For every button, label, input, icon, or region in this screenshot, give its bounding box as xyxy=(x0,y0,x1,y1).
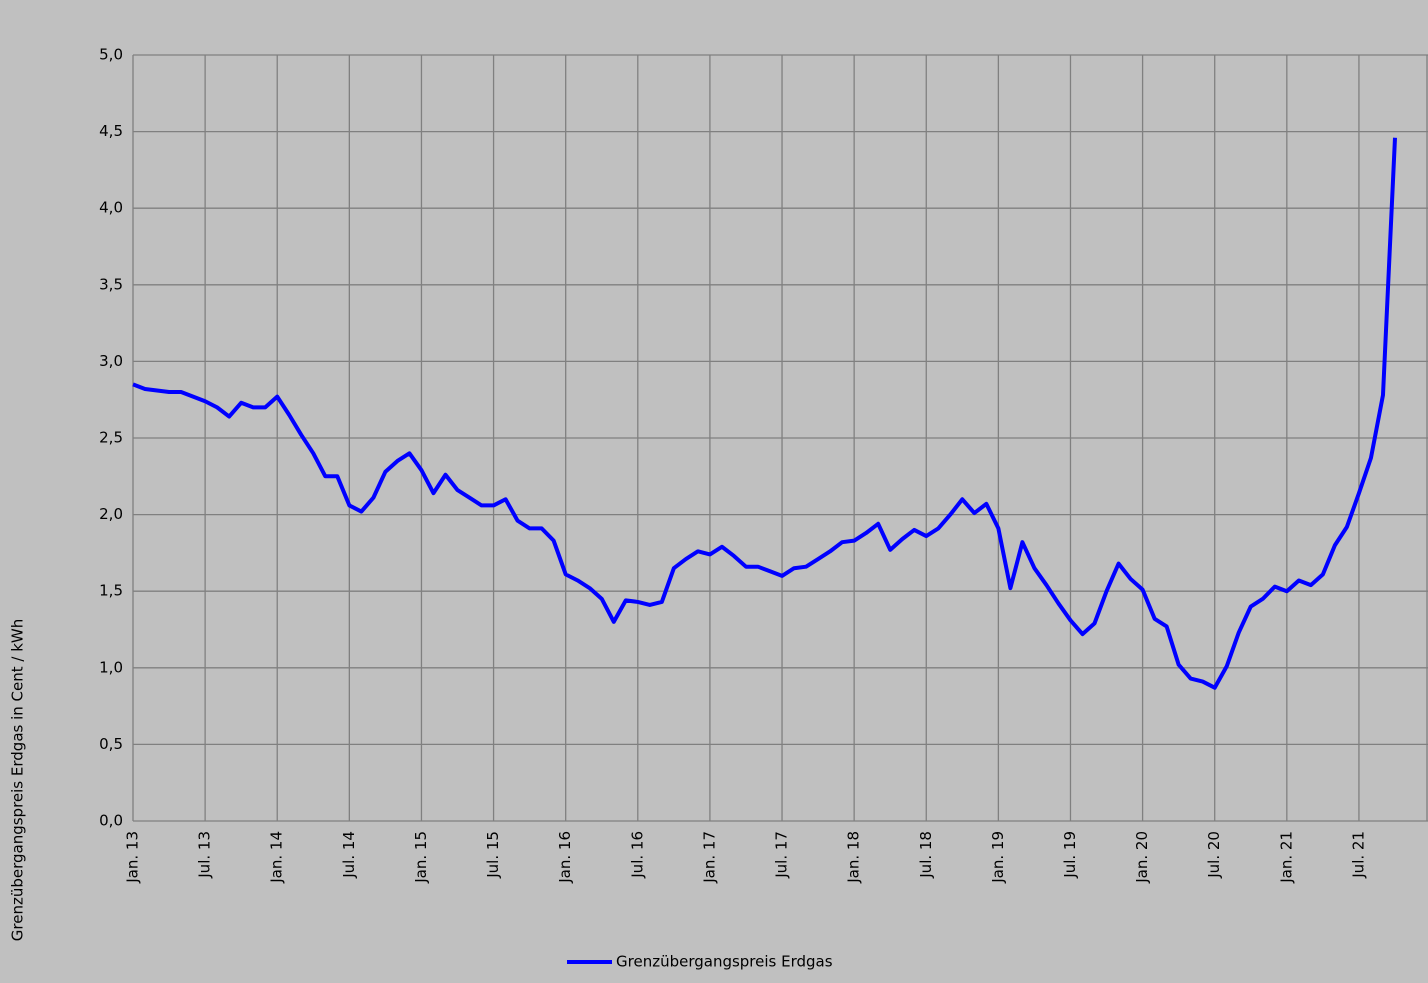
x-tick-label: Jan. 13 xyxy=(124,831,142,884)
legend-label: Grenzübergangspreis Erdgas xyxy=(616,953,833,971)
y-tick-label: 5,0 xyxy=(99,46,123,64)
x-tick-label: Jul. 17 xyxy=(773,831,791,879)
y-tick-label: 0,0 xyxy=(99,812,123,830)
x-tick-label: Jul. 19 xyxy=(1061,831,1079,879)
x-tick-label: Jan. 14 xyxy=(268,831,286,884)
data-line xyxy=(132,137,1397,690)
y-tick-label: 4,5 xyxy=(99,122,123,140)
y-tick-label: 3,5 xyxy=(99,275,123,293)
x-tick-label: Jul. 15 xyxy=(484,831,502,879)
y-tick-label: 1,0 xyxy=(99,658,123,676)
x-tick-label: Jul. 14 xyxy=(340,831,358,879)
y-tick-label: 0,5 xyxy=(99,735,123,753)
x-tick-label: Jul. 16 xyxy=(628,831,646,879)
x-tick-label: Jan. 16 xyxy=(556,831,574,884)
x-tick-label: Jul. 20 xyxy=(1205,831,1223,879)
x-tick-label: Jul. 18 xyxy=(917,831,935,879)
y-axis-label: Grenzübergangspreis Erdgas in Cent / kWh xyxy=(9,619,27,941)
x-tick-label: Jul. 21 xyxy=(1349,831,1367,879)
x-tick-label: Jan. 18 xyxy=(845,831,863,884)
y-tick-label: 4,0 xyxy=(99,199,123,217)
x-tick-label: Jul. 13 xyxy=(196,831,214,879)
x-tick-label: Jan. 20 xyxy=(1133,831,1151,884)
y-tick-label: 1,5 xyxy=(99,582,123,600)
x-tick-label: Jan. 15 xyxy=(412,831,430,884)
y-tick-label: 2,0 xyxy=(99,505,123,523)
x-tick-label: Jan. 21 xyxy=(1277,831,1295,884)
y-tick-label: 3,0 xyxy=(99,352,123,370)
y-tick-label: 2,5 xyxy=(99,429,123,447)
x-tick-label: Jan. 19 xyxy=(989,831,1007,884)
x-tick-label: Jan. 17 xyxy=(700,831,718,884)
